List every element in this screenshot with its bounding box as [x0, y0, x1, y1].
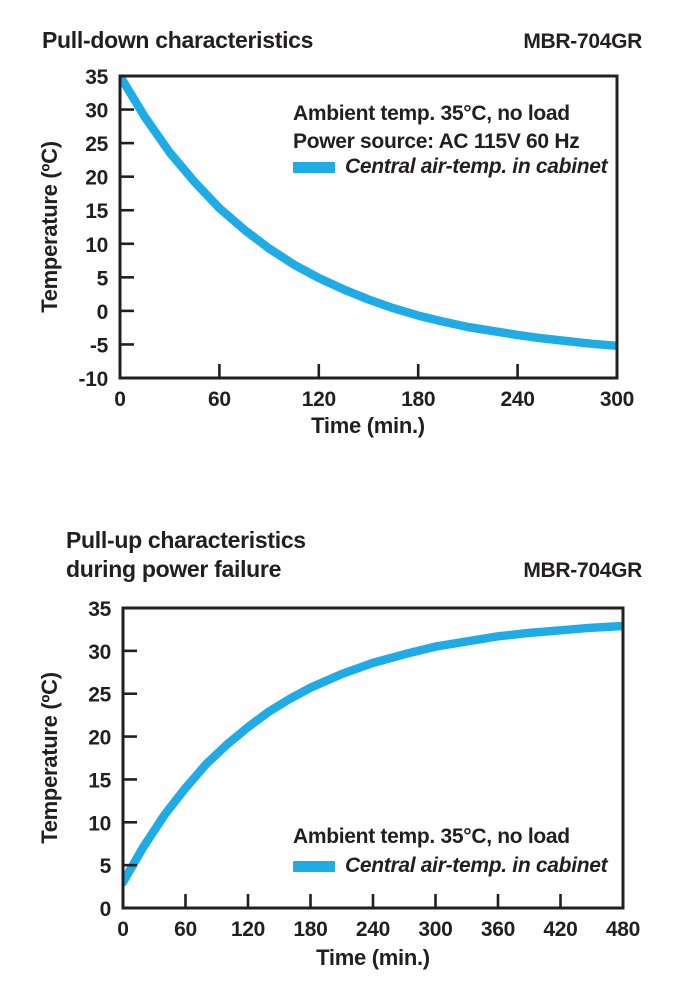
legend-swatch [293, 162, 335, 173]
y-tick-label: -5 [90, 334, 109, 357]
x-axis-label: Time (min.) [316, 945, 430, 970]
x-tick-label: 180 [401, 388, 435, 411]
x-tick-label: 0 [117, 918, 128, 941]
model-label: MBR-704GR [523, 559, 642, 582]
plot-group: 35 30 25 20 15 10 5 0 -5 -10 0 60 120 180 240 300 [79, 66, 635, 411]
x-tick-label: 300 [418, 918, 452, 941]
y-tick-label: 0 [100, 898, 111, 921]
x-tick-label: 60 [208, 388, 231, 411]
x-tick-label: 60 [174, 918, 197, 941]
legend-label: Central air-temp. in cabinet [345, 155, 609, 178]
y-tick-label: -10 [79, 368, 108, 391]
x-tick-label: 180 [293, 918, 327, 941]
y-axis-label: Temperature (ºC) [37, 672, 62, 844]
x-tick-label: 120 [231, 918, 265, 941]
y-axis-label: Temperature (ºC) [37, 141, 62, 313]
plot-border [118, 74, 619, 380]
y-tick-label: 5 [100, 855, 112, 878]
annotation-ambient: Ambient temp. 35°C, no load [293, 825, 570, 848]
x-tick-label: 300 [600, 388, 634, 411]
legend-swatch [293, 861, 335, 872]
y-tick-label: 25 [85, 133, 108, 156]
x-tick-label: 0 [114, 388, 125, 411]
y-tick-label: 0 [97, 301, 108, 324]
series-curve [119, 75, 618, 351]
plot-group: 35 30 25 20 15 10 5 00 60 120 180 240 300 360 420 480 [88, 598, 640, 941]
chart-title-line1: Pull-up characteristics [66, 527, 306, 553]
model-label: MBR-704GR [523, 30, 642, 53]
x-axis-label: Time (min.) [311, 413, 425, 438]
y-tick-label: 10 [85, 234, 108, 257]
chart-title-line2: during power failure [66, 556, 281, 582]
y-tick-label: 25 [88, 684, 111, 707]
annotation-ambient: Ambient temp. 35°C, no load [293, 102, 570, 125]
y-tick-label: 15 [85, 200, 108, 223]
plot-border [121, 606, 625, 910]
x-tick-label: 240 [501, 388, 535, 411]
y-tick-label: 20 [88, 727, 111, 750]
y-tick-label: 15 [88, 769, 111, 792]
y-tick-label: 20 [85, 167, 108, 190]
x-tick-label: 120 [302, 388, 336, 411]
x-tick-label: 480 [606, 918, 640, 941]
annotation-power-source: Power source: AC 115V 60 Hz [293, 130, 579, 153]
y-tick-label: 5 [97, 267, 109, 290]
pulldown-chart: Pull-down characteristics MBR-704GR 35 30… [37, 27, 642, 438]
y-tick-label: 30 [88, 641, 111, 664]
y-tick-label: 10 [88, 812, 111, 835]
y-tick-label: 35 [85, 66, 108, 89]
x-tick-label: 360 [481, 918, 515, 941]
y-tick-label: 35 [88, 598, 111, 621]
x-tick-label: 240 [356, 918, 390, 941]
pullup-chart: Pull-up characteristics during power fai… [37, 527, 642, 970]
legend-label: Central air-temp. in cabinet [345, 854, 609, 877]
series-curve [122, 621, 624, 887]
x-tick-label: 420 [543, 918, 577, 941]
y-tick-label: 30 [85, 100, 108, 123]
chart-title: Pull-down characteristics [42, 27, 313, 53]
